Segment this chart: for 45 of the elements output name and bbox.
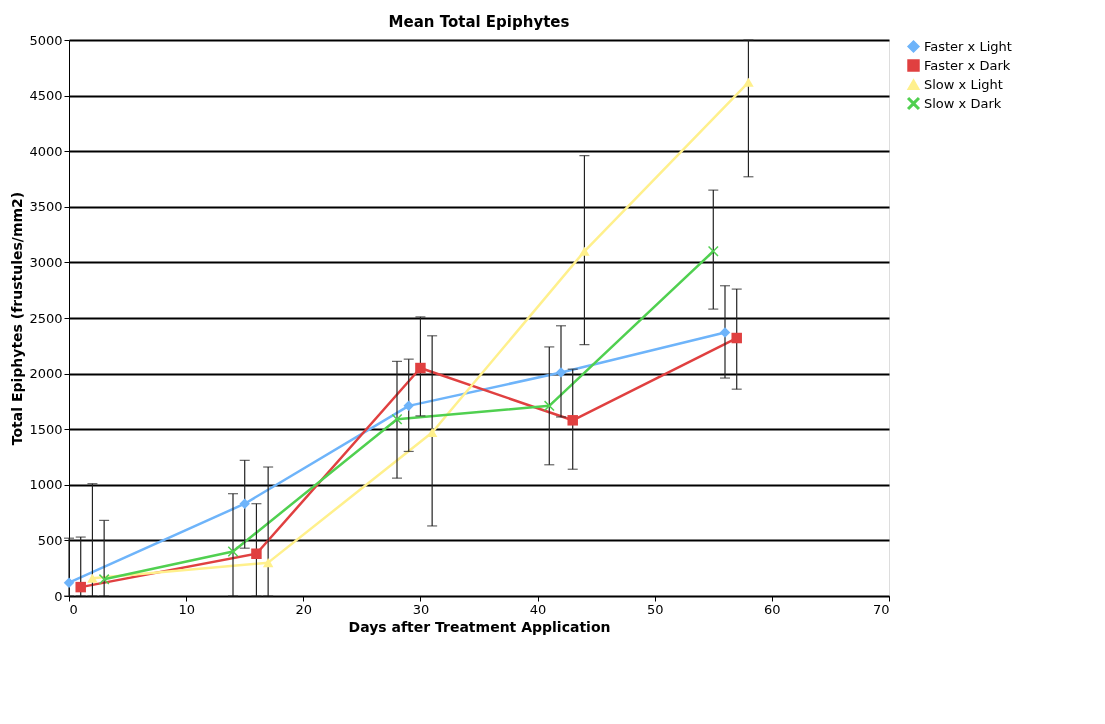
point xyxy=(391,413,403,425)
x-tick-label: 40 xyxy=(529,601,547,617)
chart-title: Mean Total Epiphytes xyxy=(388,13,570,31)
y-tick-label: 1500 xyxy=(29,421,63,437)
y-axis-title: Total Epiphytes (frustules/mm2) xyxy=(9,191,26,446)
legend-label: Slow x Dark xyxy=(924,95,1002,111)
point xyxy=(262,558,274,568)
y-tick-label: 5000 xyxy=(29,32,63,48)
x-tick-label: 0 xyxy=(69,601,78,617)
point xyxy=(708,246,719,257)
x-tick-label: 20 xyxy=(295,601,313,617)
legend-label: Faster x Light xyxy=(924,38,1012,54)
point xyxy=(555,367,567,378)
point xyxy=(98,574,110,585)
point xyxy=(415,362,426,374)
y-tick-label: 4500 xyxy=(29,88,63,104)
x-tick-label: 70 xyxy=(872,601,890,617)
y-tick-label: 2500 xyxy=(29,310,63,326)
y-tick-label: 0 xyxy=(54,588,63,604)
x-tick-label: 30 xyxy=(412,601,430,617)
point xyxy=(403,400,414,412)
y-tick-label: 3500 xyxy=(29,199,63,215)
x-tick-label: 10 xyxy=(178,601,195,617)
point xyxy=(75,581,86,593)
y-tick-label: 500 xyxy=(37,532,63,548)
point xyxy=(743,77,754,87)
x-tick-label: 60 xyxy=(764,601,781,617)
x-axis-title: Days after Treatment Application xyxy=(348,618,611,635)
point xyxy=(239,498,250,509)
legend-label: Slow x Light xyxy=(924,76,1003,92)
point xyxy=(544,400,555,412)
point xyxy=(579,246,590,256)
x-tick-label: 50 xyxy=(646,601,664,617)
point xyxy=(87,573,98,583)
point xyxy=(63,577,75,588)
point xyxy=(567,415,578,426)
point xyxy=(731,332,742,344)
point xyxy=(251,548,262,559)
y-tick-label: 3000 xyxy=(29,254,63,270)
legend-label: Faster x Dark xyxy=(924,57,1011,73)
point xyxy=(719,327,731,338)
y-tick-label: 2000 xyxy=(29,366,63,382)
y-tick-label: 1000 xyxy=(29,477,63,493)
y-tick-label: 4000 xyxy=(29,143,63,159)
point xyxy=(227,546,239,557)
